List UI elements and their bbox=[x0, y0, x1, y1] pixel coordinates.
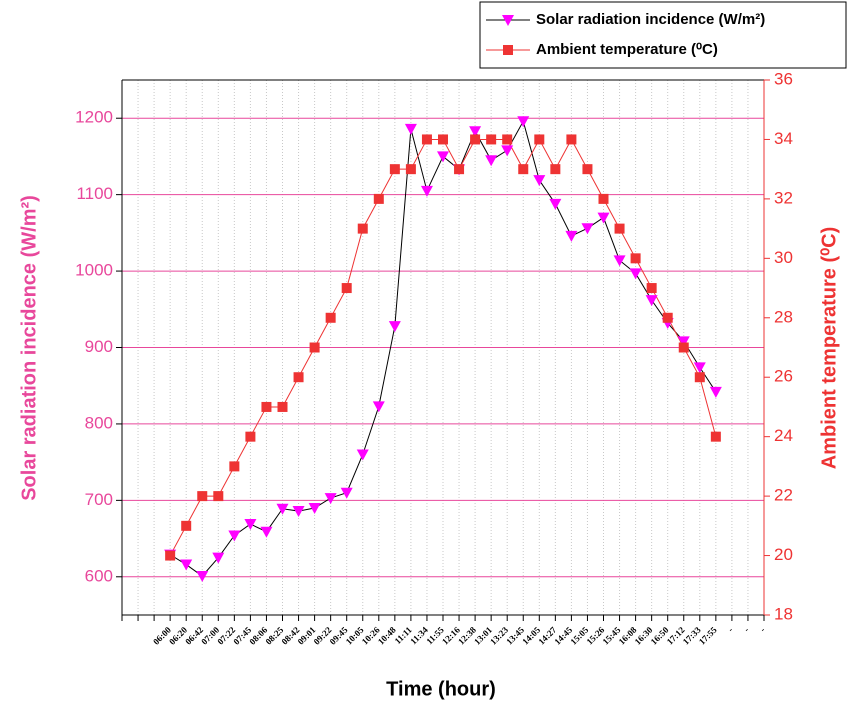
point bbox=[534, 134, 545, 145]
y2-axis-label: Ambient temperature (⁰C) bbox=[818, 227, 840, 470]
point bbox=[645, 295, 658, 307]
x-tick-label: - bbox=[758, 625, 767, 634]
point bbox=[196, 571, 209, 583]
point bbox=[533, 175, 546, 187]
point bbox=[421, 134, 432, 145]
y2-tick-label: 32 bbox=[774, 188, 793, 207]
point bbox=[405, 164, 416, 175]
point bbox=[565, 230, 578, 242]
point bbox=[309, 342, 320, 353]
y2-tick-label: 26 bbox=[774, 367, 793, 386]
legend-label: Solar radiation incidence (W/m²) bbox=[536, 11, 765, 28]
x-tick-label: - bbox=[742, 625, 751, 634]
point bbox=[678, 342, 689, 353]
point bbox=[373, 193, 384, 204]
point bbox=[229, 461, 240, 472]
point bbox=[550, 164, 561, 175]
point bbox=[244, 519, 257, 531]
y2-tick-label: 22 bbox=[774, 486, 793, 505]
point bbox=[308, 503, 321, 514]
point bbox=[598, 193, 609, 204]
point bbox=[228, 530, 241, 542]
legend-marker bbox=[503, 45, 513, 55]
y-tick-label: 800 bbox=[85, 413, 113, 432]
point bbox=[438, 134, 448, 145]
y-tick-label: 600 bbox=[85, 566, 113, 585]
legend-label: Ambient temperature (⁰C) bbox=[536, 41, 718, 58]
point bbox=[372, 401, 385, 413]
point bbox=[502, 134, 513, 145]
y-tick-label: 1000 bbox=[75, 261, 113, 280]
point bbox=[486, 134, 497, 145]
x-tick-label: 17:55 bbox=[697, 624, 719, 646]
legend-marker bbox=[502, 15, 514, 26]
y2-tick-label: 28 bbox=[774, 307, 793, 326]
point bbox=[341, 283, 352, 294]
point bbox=[485, 155, 498, 167]
point bbox=[389, 164, 400, 175]
point bbox=[501, 145, 514, 157]
point bbox=[710, 431, 721, 442]
point bbox=[677, 336, 690, 348]
point bbox=[614, 223, 625, 234]
point bbox=[404, 123, 417, 135]
point bbox=[709, 386, 722, 398]
point bbox=[420, 185, 433, 197]
point bbox=[613, 255, 626, 267]
series-line bbox=[169, 119, 717, 577]
point bbox=[261, 401, 272, 412]
point bbox=[662, 312, 673, 323]
point bbox=[293, 372, 304, 383]
y2-tick-label: 24 bbox=[774, 426, 793, 445]
x-tick-label: - bbox=[726, 625, 735, 634]
point bbox=[212, 552, 225, 564]
y2-tick-label: 18 bbox=[774, 604, 793, 623]
point bbox=[276, 503, 289, 515]
point bbox=[357, 223, 368, 234]
point bbox=[694, 372, 705, 383]
point bbox=[597, 212, 610, 224]
y2-tick-label: 20 bbox=[774, 545, 793, 564]
point bbox=[517, 116, 530, 128]
point bbox=[292, 506, 305, 518]
point bbox=[470, 134, 481, 145]
point bbox=[549, 198, 562, 210]
point bbox=[566, 134, 577, 145]
point bbox=[325, 312, 336, 323]
point bbox=[693, 362, 706, 374]
y-tick-label: 700 bbox=[85, 490, 113, 509]
point bbox=[629, 268, 642, 280]
y2-tick-label: 36 bbox=[774, 69, 793, 88]
y-tick-label: 1100 bbox=[76, 184, 113, 203]
point bbox=[324, 493, 337, 505]
point bbox=[454, 164, 465, 175]
point bbox=[356, 449, 369, 461]
y-tick-label: 900 bbox=[85, 337, 113, 356]
x-axis-label: Time (hour) bbox=[386, 678, 496, 700]
point bbox=[518, 164, 529, 175]
y-axis-label: Solar radiation incidence (W/m²) bbox=[18, 195, 40, 501]
point bbox=[581, 223, 594, 235]
point bbox=[180, 559, 193, 571]
point bbox=[646, 283, 657, 294]
y-tick-label: 1200 bbox=[75, 108, 113, 127]
point bbox=[277, 401, 288, 412]
point bbox=[165, 550, 176, 561]
point bbox=[469, 126, 482, 138]
point bbox=[245, 431, 256, 442]
point bbox=[582, 164, 593, 175]
point bbox=[181, 520, 192, 531]
point bbox=[437, 151, 449, 163]
y2-tick-label: 34 bbox=[774, 129, 793, 148]
legend-box bbox=[479, 1, 847, 69]
point bbox=[197, 491, 208, 502]
point bbox=[213, 491, 224, 502]
point bbox=[630, 253, 641, 264]
point bbox=[260, 526, 273, 538]
point bbox=[340, 487, 353, 499]
y2-tick-label: 30 bbox=[774, 248, 793, 267]
point bbox=[388, 321, 401, 333]
